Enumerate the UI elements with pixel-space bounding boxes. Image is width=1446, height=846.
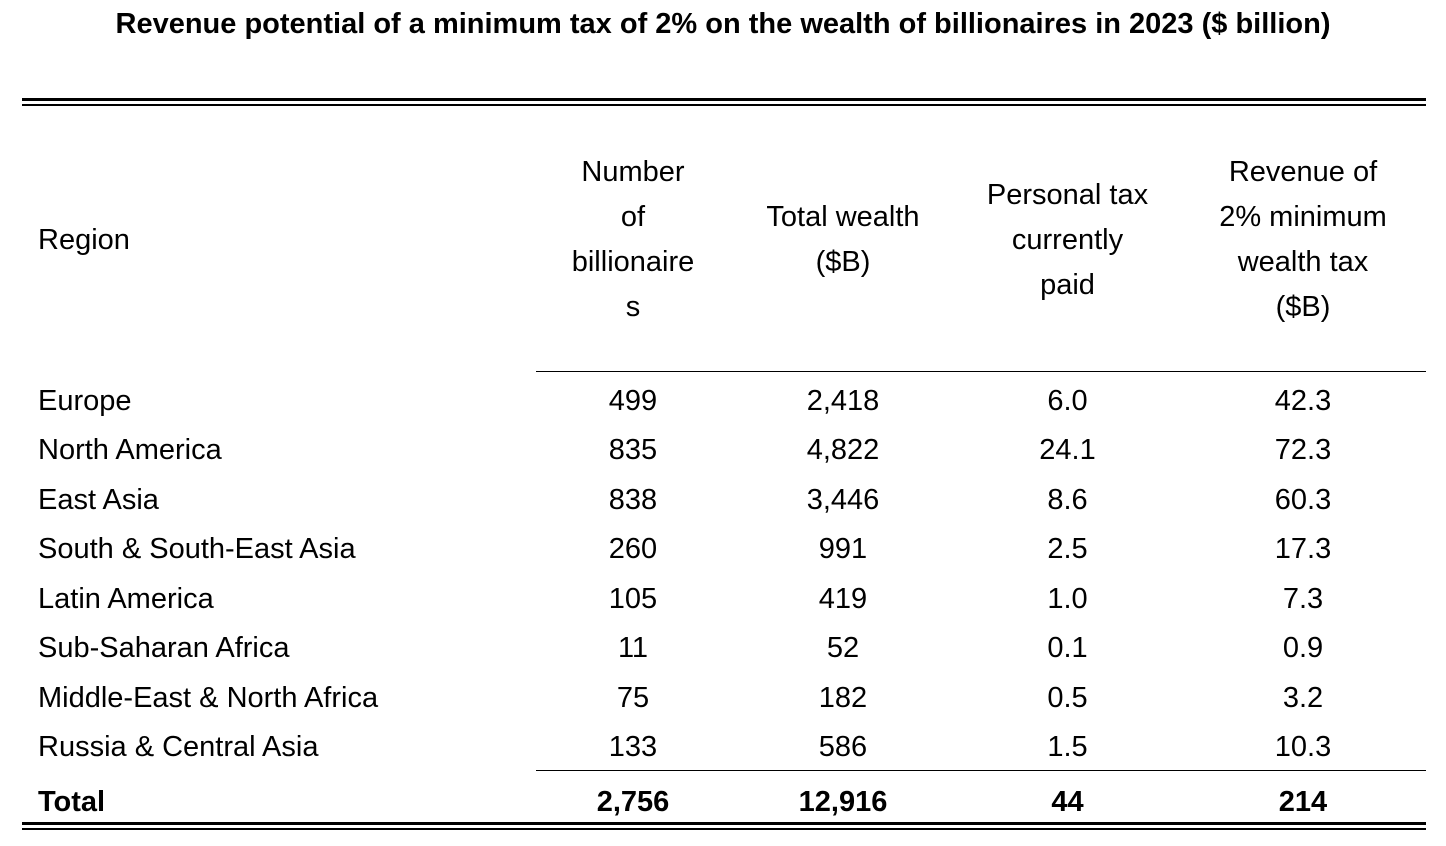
cell-region: North America — [38, 434, 222, 466]
header-line: paid — [1040, 269, 1095, 301]
cell-tax: 1.5 — [1047, 731, 1088, 763]
header-line: billionaire — [571, 246, 695, 278]
cell-revenue: 7.3 — [1282, 583, 1324, 615]
cell-wealth: 4,822 — [806, 434, 880, 466]
cell-wealth: 991 — [818, 533, 868, 565]
cell-region: East Asia — [38, 484, 159, 516]
table-row: Sub-Saharan Africa 11 52 0.1 0.9 — [0, 624, 1446, 673]
cell-number: 75 — [616, 682, 650, 714]
top-double-rule-inner — [22, 104, 1426, 106]
table-row: South & South-East Asia 260 991 2.5 17.3 — [0, 525, 1446, 574]
cell-number: 838 — [608, 484, 658, 516]
cell-revenue: 42.3 — [1274, 385, 1332, 417]
cell-number: 835 — [608, 434, 658, 466]
cell-revenue: 0.9 — [1282, 632, 1324, 664]
cell-tax: 0.1 — [1047, 632, 1088, 664]
header-line: Total wealth — [766, 201, 920, 233]
cell-revenue: 3.2 — [1282, 682, 1324, 714]
table-row: Latin America 105 419 1.0 7.3 — [0, 575, 1446, 624]
cell-revenue: 214 — [1278, 786, 1328, 818]
cell-region: South & South-East Asia — [38, 533, 356, 565]
cell-wealth: 3,446 — [806, 484, 880, 516]
cell-revenue: 10.3 — [1274, 731, 1332, 763]
header-line: s — [625, 291, 641, 323]
cell-number: 105 — [608, 583, 658, 615]
header-line: ($B) — [815, 246, 871, 278]
cell-tax: 8.6 — [1047, 484, 1088, 516]
header-line: of — [620, 201, 646, 233]
cell-tax: 0.5 — [1047, 682, 1088, 714]
cell-revenue: 17.3 — [1274, 533, 1332, 565]
header-personal-tax: Personal tax currently paid — [955, 173, 1180, 308]
cell-revenue: 72.3 — [1274, 434, 1332, 466]
cell-region: Middle-East & North Africa — [38, 682, 379, 714]
table-title: Revenue potential of a minimum tax of 2%… — [115, 8, 1331, 40]
table-row: Europe 499 2,418 6.0 42.3 — [0, 377, 1446, 426]
cell-region: Russia & Central Asia — [38, 731, 319, 763]
table-row: Russia & Central Asia 133 586 1.5 10.3 — [0, 723, 1446, 772]
cell-region: Sub-Saharan Africa — [38, 632, 290, 664]
cell-region: Latin America — [38, 583, 214, 615]
cell-number: 2,756 — [596, 786, 670, 818]
cell-region: Europe — [38, 385, 132, 417]
cell-tax: 2.5 — [1047, 533, 1088, 565]
bottom-double-rule — [22, 822, 1426, 825]
cell-wealth: 52 — [826, 632, 860, 664]
cell-tax: 24.1 — [1039, 434, 1096, 466]
bottom-double-rule-inner — [22, 828, 1426, 830]
cell-region: Total — [38, 786, 106, 818]
header-line: Number — [581, 156, 685, 188]
cell-wealth: 2,418 — [806, 385, 880, 417]
header-line: currently — [1011, 224, 1124, 256]
cell-number: 11 — [617, 632, 649, 664]
cell-wealth: 182 — [818, 682, 868, 714]
header-line: ($B) — [1275, 291, 1331, 323]
table-row: East Asia 838 3,446 8.6 60.3 — [0, 476, 1446, 525]
cell-wealth: 586 — [818, 731, 868, 763]
header-number-of-billionaires: Number of billionaire s — [533, 150, 733, 330]
table-row: Middle-East & North Africa 75 182 0.5 3.… — [0, 674, 1446, 723]
header-line: Personal tax — [986, 179, 1149, 211]
cell-number: 133 — [608, 731, 658, 763]
top-double-rule — [22, 98, 1426, 101]
header-line: wealth tax — [1237, 246, 1369, 278]
table-row: North America 835 4,822 24.1 72.3 — [0, 426, 1446, 475]
header-region: Region — [38, 224, 130, 256]
cell-tax: 6.0 — [1047, 385, 1088, 417]
cell-wealth: 419 — [818, 583, 868, 615]
header-revenue: Revenue of 2% minimum wealth tax ($B) — [1182, 150, 1424, 330]
header-separator-rule — [536, 371, 1426, 372]
cell-number: 499 — [608, 385, 658, 417]
total-separator-rule — [536, 770, 1426, 771]
total-row: Total 2,756 12,916 44 214 — [0, 778, 1446, 827]
cell-wealth: 12,916 — [798, 786, 888, 818]
header-line: 2% minimum — [1219, 201, 1387, 233]
cell-tax: 44 — [1051, 786, 1084, 818]
header-total-wealth: Total wealth ($B) — [733, 195, 953, 285]
cell-number: 260 — [608, 533, 658, 565]
cell-tax: 1.0 — [1047, 583, 1088, 615]
cell-revenue: 60.3 — [1274, 484, 1332, 516]
header-line: Revenue of — [1228, 156, 1378, 188]
